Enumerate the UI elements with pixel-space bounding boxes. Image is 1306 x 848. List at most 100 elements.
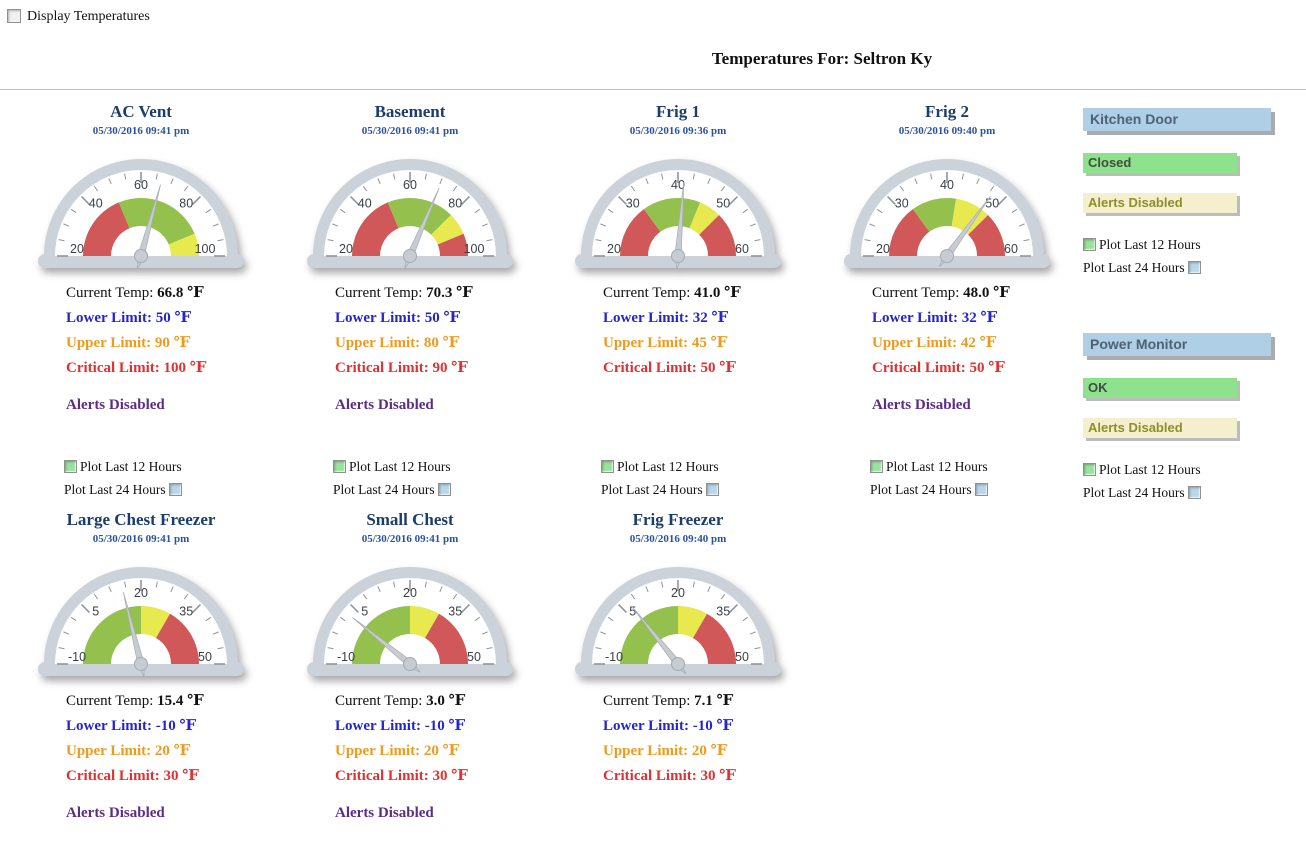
svg-text:100: 100 <box>464 242 485 256</box>
plot-24h-row: Plot Last 24 Hours <box>1083 256 1293 279</box>
upper-limit-row: Upper Limit: 20 ℉ <box>66 741 204 766</box>
current-temp-row: Current Temp: 41.0 ℉ <box>603 283 741 308</box>
sensor-timestamp: 05/30/2016 09:41 pm <box>92 125 190 137</box>
plot-12h-checkbox[interactable] <box>870 460 883 473</box>
upper-limit-value: 20 ℉ <box>423 743 460 759</box>
svg-text:80: 80 <box>448 197 462 211</box>
plot-12h-row: Plot Last 12 Hours <box>601 455 719 478</box>
upper-limit-row: Upper Limit: 42 ℉ <box>872 333 1010 358</box>
plot-12h-checkbox[interactable] <box>64 460 77 473</box>
critical-limit-row: Critical Limit: 50 ℉ <box>603 358 741 383</box>
plot-options: Plot Last 12 Hours Plot Last 24 Hours <box>870 455 988 501</box>
upper-limit-row: Upper Limit: 80 ℉ <box>335 333 473 358</box>
critical-limit-label: Critical Limit: <box>872 360 966 376</box>
current-temp-value: 15.4 ℉ <box>157 693 204 709</box>
sensor-stats: Current Temp: 66.8 ℉ Lower Limit: 50 ℉ U… <box>66 283 206 383</box>
upper-limit-value: 42 ℉ <box>960 335 997 351</box>
plot-12h-label: Plot Last 12 Hours <box>80 458 182 474</box>
sensor-panel: Frig Freezer 05/30/2016 09:40 pm -10 5 20 3… <box>547 508 809 848</box>
lower-limit-value: -10 ℉ <box>424 718 466 734</box>
plot-options: Plot Last 12 Hours Plot Last 24 Hours <box>601 455 719 501</box>
sensor-stats: Current Temp: 15.4 ℉ Lower Limit: -10 ℉ … <box>66 691 204 791</box>
lower-limit-row: Lower Limit: 32 ℉ <box>872 308 1010 333</box>
lower-limit-value: 50 ℉ <box>155 310 192 326</box>
plot-24h-checkbox[interactable] <box>168 483 182 496</box>
critical-limit-value: 50 ℉ <box>969 360 1005 376</box>
display-temperatures-label: Display Temperatures <box>27 9 150 24</box>
display-temperatures-checkbox[interactable] <box>7 9 21 23</box>
power-monitor-plot-options: Plot Last 12 Hours Plot Last 24 Hours <box>1083 458 1293 504</box>
plot-24h-row: Plot Last 24 Hours <box>870 478 988 501</box>
critical-limit-row: Critical Limit: 100 ℉ <box>66 358 206 383</box>
upper-limit-row: Upper Limit: 45 ℉ <box>603 333 741 358</box>
plot-options: Plot Last 12 Hours Plot Last 24 Hours <box>333 455 451 501</box>
svg-text:60: 60 <box>1004 242 1018 256</box>
sensor-name: AC Vent <box>110 102 172 121</box>
plot-24h-checkbox[interactable] <box>705 483 719 496</box>
sidebar: Kitchen Door Closed Alerts Disabled Plot… <box>1083 108 1293 504</box>
plot-12h-checkbox[interactable] <box>601 460 614 473</box>
current-temp-row: Current Temp: 48.0 ℉ <box>872 283 1010 308</box>
plot-12h-row: Plot Last 12 Hours <box>1083 458 1293 481</box>
plot-12h-checkbox[interactable] <box>1083 463 1096 476</box>
svg-text:-10: -10 <box>68 650 86 664</box>
critical-limit-label: Critical Limit: <box>603 768 697 784</box>
plot-24h-checkbox[interactable] <box>974 483 988 496</box>
upper-limit-row: Upper Limit: 20 ℉ <box>335 741 468 766</box>
svg-text:20: 20 <box>671 586 685 600</box>
lower-limit-row: Lower Limit: -10 ℉ <box>603 716 736 741</box>
svg-text:20: 20 <box>339 242 353 256</box>
svg-text:60: 60 <box>735 242 749 256</box>
plot-24h-checkbox[interactable] <box>1187 261 1201 274</box>
plot-12h-checkbox[interactable] <box>333 460 346 473</box>
sensor-timestamp: 05/30/2016 09:41 pm <box>92 533 190 545</box>
critical-limit-label: Critical Limit: <box>66 768 160 784</box>
critical-limit-value: 30 ℉ <box>163 768 199 784</box>
upper-limit-row: Upper Limit: 90 ℉ <box>66 333 206 358</box>
temperature-gauge: -10 5 20 35 50 <box>38 567 244 677</box>
plot-24h-checkbox[interactable] <box>1187 486 1201 499</box>
upper-limit-label: Upper Limit: <box>603 335 689 351</box>
plot-12h-checkbox[interactable] <box>1083 238 1096 251</box>
alerts-status: Alerts Disabled <box>335 397 434 413</box>
svg-text:5: 5 <box>92 605 99 619</box>
current-temp-value: 41.0 ℉ <box>694 285 741 301</box>
gauge-container: -10 5 20 35 50 <box>37 564 245 687</box>
display-temperatures-toggle[interactable]: Display Temperatures <box>7 9 150 25</box>
plot-12h-row: Plot Last 12 Hours <box>1083 233 1293 256</box>
power-monitor-panel: Power Monitor OK Alerts Disabled Plot La… <box>1083 333 1293 504</box>
critical-limit-row: Critical Limit: 50 ℉ <box>872 358 1010 383</box>
lower-limit-row: Lower Limit: 50 ℉ <box>335 308 473 333</box>
sensor-panel: Basement 05/30/2016 09:41 pm 20 40 60 80 100… <box>279 100 541 510</box>
sensor-name: Small Chest <box>366 510 454 529</box>
sensor-timestamp: 05/30/2016 09:40 pm <box>629 533 727 545</box>
svg-text:-10: -10 <box>337 650 355 664</box>
sensor-stats: Current Temp: 7.1 ℉ Lower Limit: -10 ℉ U… <box>603 691 736 791</box>
sensor-timestamp: 05/30/2016 09:41 pm <box>361 533 459 545</box>
power-monitor-alerts-badge: Alerts Disabled <box>1083 418 1237 438</box>
temperature-gauge: 20 30 40 50 60 <box>575 159 781 270</box>
sensor-timestamp: 05/30/2016 09:41 pm <box>361 125 459 137</box>
svg-text:60: 60 <box>134 178 148 192</box>
lower-limit-value: 32 ℉ <box>692 310 729 326</box>
svg-text:35: 35 <box>179 605 193 619</box>
svg-text:20: 20 <box>134 586 148 600</box>
critical-limit-label: Critical Limit: <box>335 768 429 784</box>
kitchen-door-status-badge: Closed <box>1083 153 1237 173</box>
alerts-status: Alerts Disabled <box>66 397 165 413</box>
lower-limit-label: Lower Limit: <box>603 718 689 734</box>
svg-text:40: 40 <box>358 197 372 211</box>
current-temp-row: Current Temp: 15.4 ℉ <box>66 691 204 716</box>
svg-text:35: 35 <box>448 605 462 619</box>
current-temp-row: Current Temp: 7.1 ℉ <box>603 691 736 716</box>
sensor-panel: Frig 2 05/30/2016 09:40 pm 20 30 40 50 60 Cu… <box>816 100 1078 510</box>
lower-limit-row: Lower Limit: 50 ℉ <box>66 308 206 333</box>
temperature-gauge: 20 40 60 80 100 <box>38 159 244 269</box>
current-temp-label: Current Temp: <box>335 285 423 301</box>
sensor-panel: Small Chest 05/30/2016 09:41 pm -10 5 20 35… <box>279 508 541 848</box>
current-temp-row: Current Temp: 3.0 ℉ <box>335 691 468 716</box>
temperature-gauge: 20 40 60 80 100 <box>307 159 513 269</box>
critical-limit-row: Critical Limit: 30 ℉ <box>66 766 204 791</box>
gauge-container: -10 5 20 35 50 <box>574 564 782 687</box>
plot-24h-checkbox[interactable] <box>437 483 451 496</box>
